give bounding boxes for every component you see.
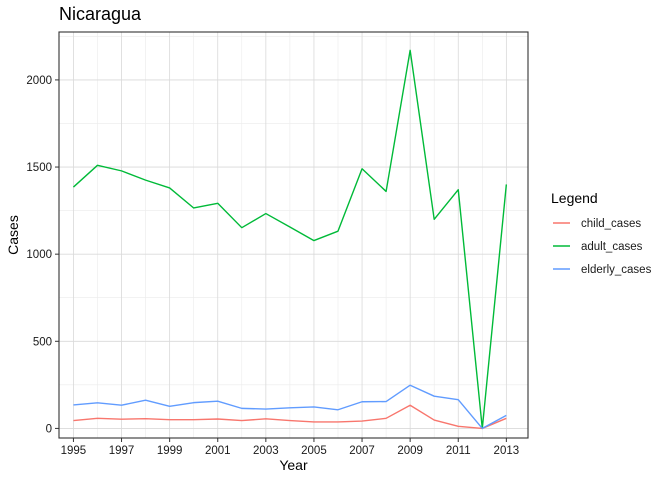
x-tick-label: 2011 [446,445,471,457]
legend-label-child-cases: child_cases [581,218,641,230]
y-tick-label: 0 [46,423,52,435]
legend-label-adult-cases: adult_cases [581,241,643,253]
x-axis-label: Year [279,457,308,473]
legend-label-elderly-cases: elderly_cases [581,264,652,276]
x-tick-label: 1995 [61,445,87,457]
x-tick-label: 1999 [157,445,183,457]
x-tick-label: 2003 [253,445,279,457]
grid-minor [59,32,528,438]
legend: Legend child_cases adult_cases elderly_cas… [551,190,652,276]
legend-title: Legend [551,190,598,206]
y-tick-label: 500 [33,336,52,348]
y-tick-label: 1500 [26,162,52,174]
series-line-adult-cases [72,49,508,430]
y-tick-label: 1000 [26,249,52,261]
series-line-child-cases [73,404,507,430]
plot-panel-border [58,31,529,439]
x-tick-label: 2009 [397,445,423,457]
x-axis-ticks: 1995 1997 1999 2001 2003 2005 2007 2009 2011 2013 [61,438,520,457]
chart-title: Nicaragua [59,4,142,24]
x-tick-label: 2013 [494,445,520,457]
x-tick-label: 1997 [109,445,135,457]
y-axis-ticks: 0 500 1000 1500 2000 [26,75,59,435]
grid-major [59,32,528,438]
y-tick-label: 2000 [26,75,52,87]
x-tick-label: 2005 [301,445,327,457]
legend-items: child_cases adult_cases elderly_cases [553,218,652,276]
series-lines [72,49,508,430]
series-line-elderly-cases [73,384,507,430]
x-tick-label: 2001 [205,445,231,457]
y-axis-label: Cases [5,215,21,255]
x-tick-label: 2007 [349,445,375,457]
